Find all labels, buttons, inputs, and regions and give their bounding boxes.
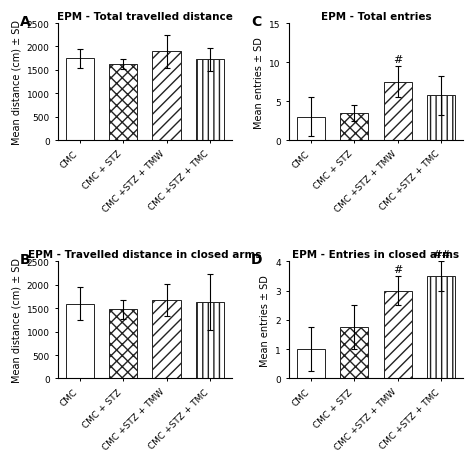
Text: #: # [393,55,402,64]
Bar [340,327,368,379]
Text: D: D [251,253,263,267]
Bar [297,350,325,379]
Bar [109,310,137,379]
Bar [427,276,456,379]
Title: EPM - Travelled distance in closed arms: EPM - Travelled distance in closed arms [28,250,262,260]
Bar [383,82,412,141]
Y-axis label: Mean distance (cm) ± SD: Mean distance (cm) ± SD [11,20,21,145]
Bar [297,118,325,141]
Bar [340,113,368,141]
Bar [65,304,94,379]
Y-axis label: Mean entries ± SD: Mean entries ± SD [254,37,264,128]
Bar [427,96,456,141]
Text: A: A [20,15,30,29]
Bar [383,291,412,379]
Y-axis label: Mean entries ± SD: Mean entries ± SD [260,275,270,366]
Text: #: # [393,264,402,274]
Bar [196,303,224,379]
Bar [196,60,224,141]
Text: ##: ## [432,250,451,260]
Title: EPM - Entries in closed arms: EPM - Entries in closed arms [292,250,460,260]
Y-axis label: Mean distance (cm) ± SD: Mean distance (cm) ± SD [11,258,21,382]
Title: EPM - Total entries: EPM - Total entries [321,12,431,22]
Title: EPM - Total travelled distance: EPM - Total travelled distance [57,12,233,22]
Text: B: B [20,253,30,267]
Bar [65,59,94,141]
Bar [153,300,181,379]
Text: C: C [251,15,261,29]
Bar [153,52,181,141]
Bar [109,65,137,141]
